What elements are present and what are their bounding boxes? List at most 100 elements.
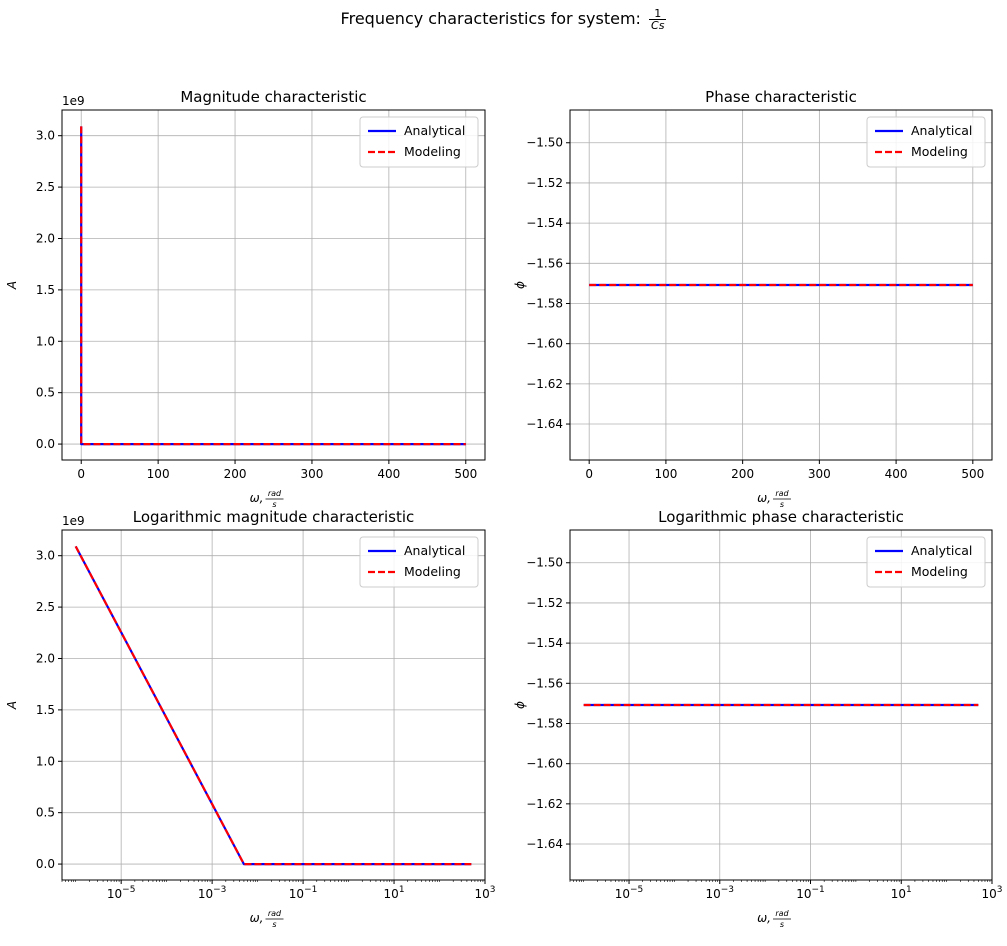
y-tick-label: −1.62 [526, 797, 563, 811]
x-tick-label: 100 [654, 467, 677, 481]
y-tick-label: 1.5 [36, 283, 55, 297]
axes-frame [569, 109, 993, 461]
legend-label-modeling: Modeling [404, 564, 461, 579]
y-tick-label: −1.58 [526, 716, 563, 730]
subplot-2: 0 100 200 300 400 500 −1.64 −1.62 −1.60 −1.58 −1.5… [513, 88, 993, 509]
x-tick-exponent: −3 [213, 885, 226, 895]
grid [62, 110, 485, 460]
y-tick-label: 3.0 [36, 549, 55, 563]
y-tick-label: 2.0 [36, 651, 55, 665]
x-tick-label: 300 [301, 467, 324, 481]
y-tick-label: 2.5 [36, 600, 55, 614]
legend-label-modeling: Modeling [911, 144, 968, 159]
x-axis-label: ω, rad s [757, 909, 791, 929]
y-tick-label: 3.0 [36, 129, 55, 143]
y-axis-label: ϕ [513, 701, 527, 709]
subplot-4: 10−5 10−3 10−1 101 103 −1.64 −1.62 −1.60 −1.58 −1… [513, 508, 1003, 929]
x-label-unit-denominator: s [780, 500, 784, 509]
x-tick-label: 10−1 [796, 885, 825, 901]
x-tick-label: 200 [731, 467, 754, 481]
series-line-analytical [74, 545, 472, 866]
x-tick-label: 10−3 [198, 885, 227, 901]
y-axis-label: A [5, 281, 19, 290]
y-tick-label: −1.52 [526, 176, 563, 190]
x-tick-label: 200 [224, 467, 247, 481]
legend-box [866, 536, 986, 588]
subplot-1: 0 100 200 300 400 500 0.0 0.5 1.0 1.5 2.0 2.5 3.0 1e9… [5, 88, 486, 509]
x-tick-label: 103 [474, 885, 495, 901]
x-tick-label: 10−1 [289, 885, 318, 901]
legend-label-analytical: Analytical [404, 543, 465, 558]
axes-frame [61, 529, 486, 881]
x-label-unit-numerator: rad [268, 489, 282, 498]
x-tick-label: 400 [377, 467, 400, 481]
x-tick-label: 100 [147, 467, 170, 481]
x-tick-label: 10−5 [615, 885, 644, 901]
x-tick-label: 500 [454, 467, 477, 481]
y-tick-label: −1.50 [526, 556, 563, 570]
y-tick-label: −1.64 [526, 417, 563, 431]
x-tick-label: 103 [981, 885, 1002, 901]
fraction-denominator: Cs [651, 19, 665, 32]
x-tick-exponent: 3 [997, 885, 1003, 895]
x-tick-exponent: −3 [721, 885, 734, 895]
subplot-title: Logarithmic magnitude characteristic [133, 508, 415, 526]
y-tick-label: −1.58 [526, 296, 563, 310]
y-tick-label: 2.0 [36, 231, 55, 245]
x-tick-exponent: −1 [304, 885, 317, 895]
legend-box [359, 116, 479, 168]
subplot-title: Phase characteristic [705, 88, 857, 106]
x-tick-label: 500 [961, 467, 984, 481]
series-line-analytical [80, 126, 466, 446]
legend: Analytical Modeling [866, 116, 986, 168]
y-offset-label: 1e9 [62, 514, 85, 528]
x-tick-exponent: 1 [906, 885, 912, 895]
x-tick-exponent: −5 [122, 885, 135, 895]
y-axis-label: A [5, 701, 19, 710]
y-tick-label: −1.56 [526, 256, 563, 270]
y-tick-label: 0.5 [36, 386, 55, 400]
figure-title-fraction: 1 Cs [649, 8, 667, 32]
y-tick-label: −1.50 [526, 136, 563, 150]
y-tick-label: 0.0 [36, 857, 55, 871]
legend-label-modeling: Modeling [404, 144, 461, 159]
y-tick-label: −1.62 [526, 377, 563, 391]
y-tick-label: −1.54 [526, 636, 563, 650]
x-tick-exponent: 3 [490, 885, 496, 895]
x-tick-label: 400 [885, 467, 908, 481]
x-label-unit-numerator: rad [775, 909, 789, 918]
legend-label-modeling: Modeling [911, 564, 968, 579]
x-tick-label: 0 [77, 467, 85, 481]
y-tick-label: −1.60 [526, 337, 563, 351]
x-axis-label: ω, rad s [757, 489, 791, 509]
subplot-title: Magnitude characteristic [180, 88, 366, 106]
x-tick-label: 0 [585, 467, 593, 481]
x-tick-label: 10−5 [107, 885, 136, 901]
x-label-omega: ω, [757, 491, 771, 505]
x-tick-exponent: −5 [630, 885, 643, 895]
y-tick-label: 1.5 [36, 703, 55, 717]
x-label-unit-numerator: rad [268, 909, 282, 918]
axes-frame [569, 529, 993, 881]
x-label-unit-numerator: rad [775, 489, 789, 498]
x-tick-exponent: 1 [399, 885, 405, 895]
x-label-omega: ω, [250, 491, 264, 505]
legend-label-analytical: Analytical [911, 123, 972, 138]
y-tick-label: −1.56 [526, 676, 563, 690]
x-tick-label: 101 [384, 885, 405, 901]
x-axis-label: ω, rad s [250, 489, 284, 509]
legend-box [359, 536, 479, 588]
y-tick-label: 0.5 [36, 806, 55, 820]
y-offset-label: 1e9 [62, 94, 85, 108]
y-tick-label: −1.54 [526, 216, 563, 230]
y-tick-label: −1.60 [526, 757, 563, 771]
series-line-modeling [74, 545, 472, 866]
y-tick-label: 0.0 [36, 437, 55, 451]
axes-frame [61, 109, 486, 461]
x-label-unit-denominator: s [272, 500, 276, 509]
y-tick-label: 1.0 [36, 334, 55, 348]
x-label-omega: ω, [250, 911, 264, 925]
subplot-3: 10−5 10−3 10−1 101 103 0.0 0.5 1.0 1.5 2.0 2.5 3.0 1… [5, 508, 496, 929]
